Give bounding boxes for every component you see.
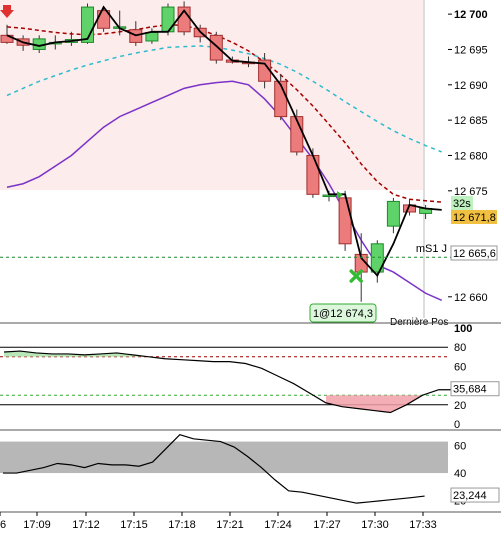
candle — [370, 243, 384, 273]
osc-overbought-area — [4, 351, 149, 357]
x-tick-label: 17:27 — [313, 519, 341, 531]
x-tick-label: 17:21 — [216, 519, 244, 531]
osc2-value-box — [450, 487, 500, 503]
indicator-line-lower — [6, 80, 443, 302]
price-tag-text: 32s — [453, 198, 471, 210]
trade-annotation-box — [309, 303, 377, 323]
price-tick-label: 12 695 — [454, 44, 488, 56]
x-tick-label: 6 — [0, 519, 6, 531]
x-tick-label: 17:33 — [409, 519, 437, 531]
x-tick-label: 17:18 — [168, 519, 196, 531]
level-label: mS1 J — [416, 243, 447, 255]
price-tick-label: 12 700 — [454, 9, 488, 21]
plot-edge — [423, 0, 425, 318]
x-tick-label: 17:30 — [361, 519, 389, 531]
osc-tick-label: 20 — [454, 400, 466, 412]
osc-tick-label: 80 — [454, 342, 466, 354]
osc2-line — [3, 434, 425, 504]
price-tag-text: 12 671,8 — [453, 212, 496, 224]
osc-line — [3, 350, 455, 414]
candle — [386, 200, 400, 227]
osc-tick-label: 60 — [454, 361, 466, 373]
candle — [338, 197, 352, 245]
price-tick-label: 12 685 — [454, 115, 488, 127]
osc2-band — [0, 441, 448, 474]
candle — [209, 34, 223, 61]
x-mark-icon — [349, 269, 363, 283]
x-tick-label: 17:12 — [72, 519, 100, 531]
osc2-tick-label: 60 — [454, 441, 466, 453]
x-tick-label: 17:09 — [23, 519, 51, 531]
candle — [306, 154, 320, 195]
x-axis: 6 17:09 17:12 17:15 17:18 17:21 17:24 17:27 17:3… — [0, 511, 501, 531]
price-tag-box — [451, 210, 497, 224]
oscillator-panel: 10080604020035,684 — [0, 323, 501, 431]
indicator-line-2 — [6, 45, 442, 153]
arrow-right-icon — [337, 191, 343, 200]
price-tick-label: 12 690 — [454, 80, 488, 92]
price-tick-label: 12 660 — [454, 292, 488, 304]
close-line — [6, 5, 442, 278]
osc-tick-label: 0 — [454, 419, 460, 431]
price-tag-box — [450, 245, 498, 261]
osc-value-box — [450, 381, 500, 397]
arrow-down-icon — [0, 5, 14, 18]
price-tick-label: 12 675 — [454, 186, 488, 198]
candle — [322, 194, 336, 198]
x-tick-label: 17:24 — [264, 519, 292, 531]
osc-tick-label: 100 — [454, 323, 472, 335]
price-tag-box — [451, 196, 473, 210]
price-tag-text: 12 665,6 — [453, 248, 496, 260]
osc2-value-text: 23,244 — [453, 490, 487, 502]
candle — [161, 6, 175, 33]
osc-value-text: 35,684 — [453, 384, 487, 396]
trade-annotation-text: 1@12 674,3 — [313, 308, 373, 320]
indicator-line-1 — [6, 23, 442, 203]
osc2-tick-label: 40 — [454, 468, 466, 480]
oscillator2-panel: 60402023,244 — [0, 434, 500, 507]
x-tick-label: 17:15 — [120, 519, 148, 531]
price-tick-label: 12 680 — [454, 150, 488, 162]
trend-shade — [0, 0, 423, 190]
candle — [145, 32, 159, 42]
